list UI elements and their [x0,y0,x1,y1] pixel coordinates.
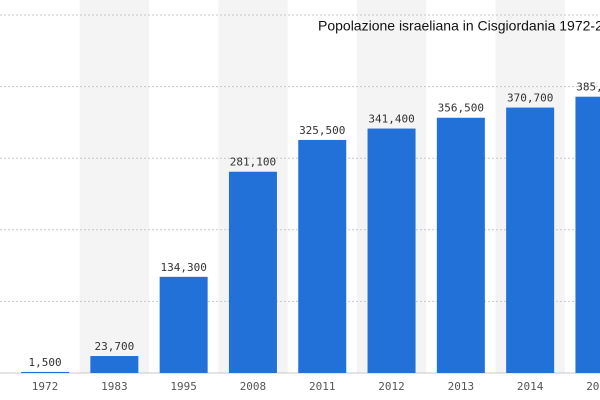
bar [228,171,277,373]
value-label: 356,500 [438,102,484,115]
x-tick-label: 2011 [309,380,336,393]
chart-title: Popolazione israeliana in Cisgiordania 1… [318,18,600,34]
value-label: 341,400 [368,113,414,126]
value-label: 325,500 [299,124,345,137]
x-tick-label: 2015 [586,380,600,393]
bar [298,139,347,373]
x-tick-label: 1983 [101,380,128,393]
x-tick-label: 2013 [448,380,475,393]
bar [367,128,416,373]
x-tick-label: 1972 [32,380,59,393]
value-label: 134,300 [160,261,206,274]
value-label: 1,500 [28,356,61,369]
bar [90,356,139,373]
x-tick-label: 2008 [240,380,267,393]
x-tick-label: 1995 [170,380,197,393]
bar [159,276,208,373]
value-label: 370,700 [507,92,553,105]
value-label: 281,100 [230,156,276,169]
value-label: 385,900 [576,81,600,94]
bar [436,117,485,373]
band-shade [79,0,149,373]
value-label: 23,700 [94,340,134,353]
bar [506,107,555,373]
bar [575,96,600,373]
x-tick-label: 2014 [517,380,544,393]
x-tick-label: 2012 [378,380,405,393]
bar [21,371,70,373]
